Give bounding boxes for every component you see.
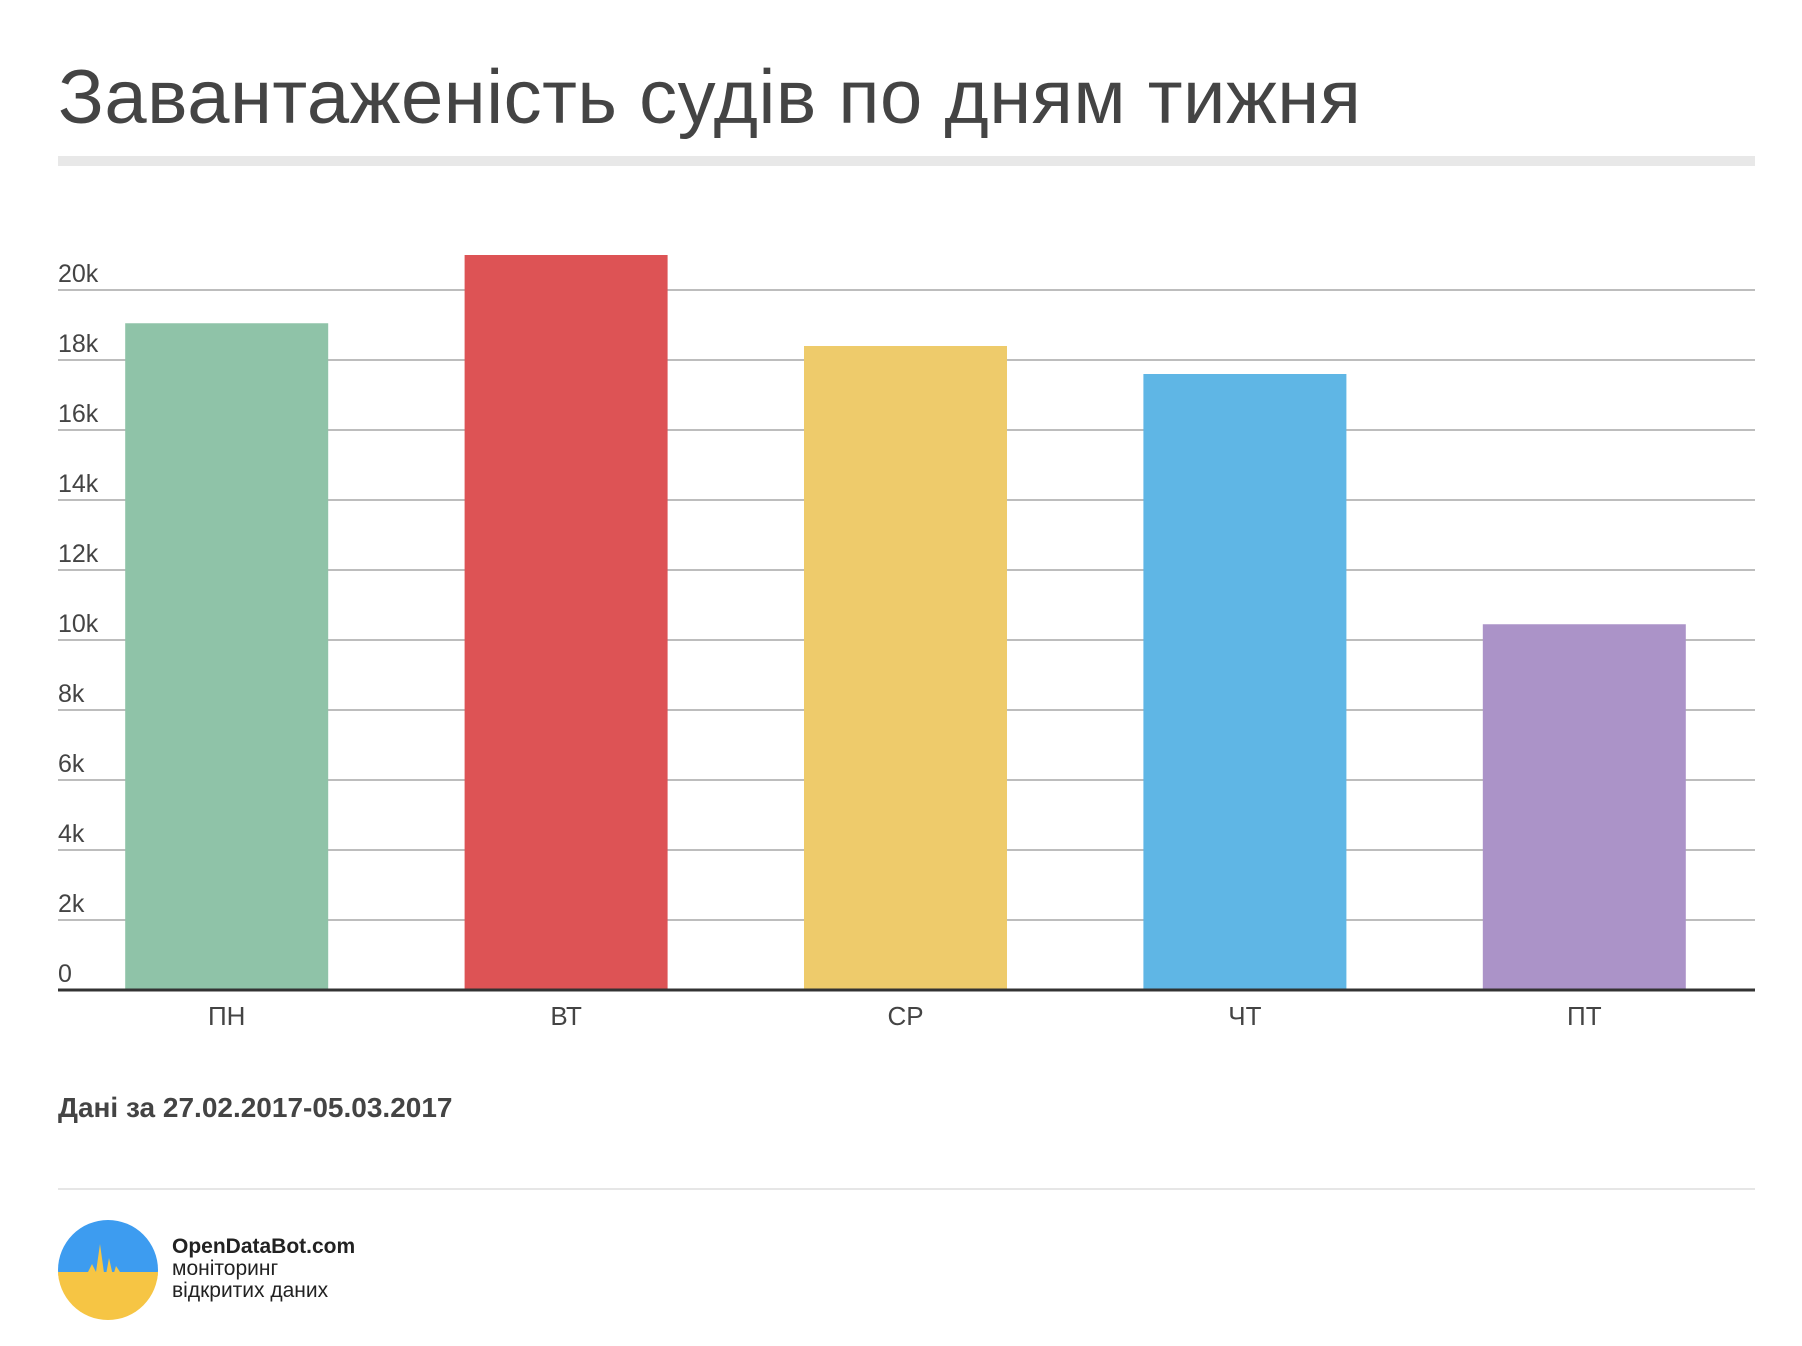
y-tick-label: 12k xyxy=(58,540,99,568)
bar-2 xyxy=(464,255,668,990)
y-tick-label: 20k xyxy=(58,260,99,288)
y-axis-ticks: 0 2k 4k 6k 8k 10k 12k 14k 16k 18k 20k xyxy=(58,260,99,988)
bar-5 xyxy=(1482,624,1686,990)
y-tick-label: 8k xyxy=(58,680,85,708)
x-tick-label: ПТ xyxy=(1567,1001,1602,1031)
brand-name: OpenDataBot.com xyxy=(172,1235,356,1258)
footer-divider xyxy=(58,1188,1755,1190)
bar-1 xyxy=(125,323,329,990)
bar-chart: 0 2k 4k 6k 8k 10k 12k 14k 16k 18k 20k ПН ВТ СР ЧТ ПТ xyxy=(58,255,1755,1031)
x-tick-label: ПН xyxy=(208,1001,245,1031)
title-divider xyxy=(58,156,1755,166)
y-tick-label: 4k xyxy=(58,820,85,848)
y-tick-label: 2k xyxy=(58,890,85,918)
x-tick-label: СР xyxy=(887,1001,923,1031)
y-tick-label: 16k xyxy=(58,400,99,428)
x-tick-label: ВТ xyxy=(550,1001,582,1031)
x-tick-label: ЧТ xyxy=(1228,1001,1261,1031)
data-period-note: Дані за 27.02.2017-05.03.2017 xyxy=(58,1092,453,1123)
bars xyxy=(125,255,1686,990)
chart-title: Завантаженість судів по дням тижня xyxy=(58,55,1362,140)
y-tick-label: 10k xyxy=(58,610,99,638)
y-tick-label: 18k xyxy=(58,330,99,358)
brand-tagline-line1: моніторинг xyxy=(172,1257,279,1281)
bar-4 xyxy=(1143,374,1347,990)
brand-block: OpenDataBot.com моніторинг відкритих дан… xyxy=(172,1235,356,1303)
y-tick-label: 0 xyxy=(58,960,72,988)
y-tick-label: 6k xyxy=(58,750,85,778)
y-tick-label: 14k xyxy=(58,470,99,498)
bar-3 xyxy=(804,346,1007,990)
x-axis-ticks: ПН ВТ СР ЧТ ПТ xyxy=(208,1001,1602,1031)
opendatabot-logo-icon xyxy=(58,1220,158,1320)
brand-tagline-line2: відкритих даних xyxy=(172,1279,329,1303)
